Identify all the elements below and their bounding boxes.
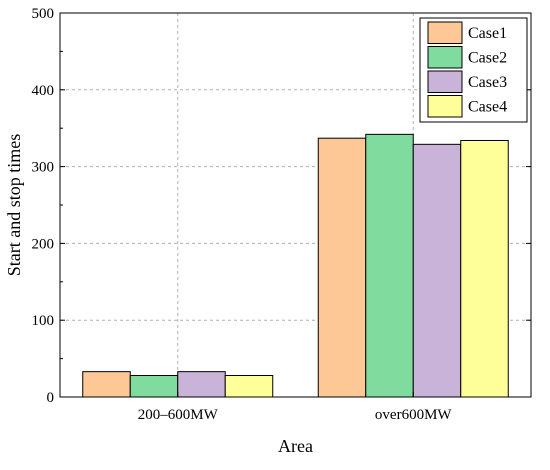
bar-case1-2 <box>317 137 367 398</box>
legend-swatch-case1 <box>427 21 463 44</box>
legend-swatch-case2 <box>427 46 463 69</box>
x-tick-label: over600MW <box>375 407 452 423</box>
bar-case2-2 <box>365 133 414 398</box>
y-tick-label: 500 <box>32 6 55 22</box>
bars <box>82 133 509 398</box>
y-tick-label: 0 <box>47 390 55 406</box>
bar-case2-1 <box>129 374 179 398</box>
bar-case4-2 <box>460 139 509 398</box>
legend-swatch-case3 <box>427 70 463 93</box>
y-axis-title: Start and stop times <box>4 134 24 277</box>
y-tick-label: 300 <box>32 160 55 176</box>
x-tick-label: 200–600MW <box>138 407 219 423</box>
legend-label-case1: Case1 <box>468 25 507 42</box>
bar-case3-2 <box>412 143 462 398</box>
legend: Case1 Case2 Case3 Case4 <box>419 17 528 123</box>
y-tick-label: 100 <box>32 313 55 329</box>
bar-case4-1 <box>224 374 274 398</box>
x-axis: 200–600MW over600MW <box>138 392 452 423</box>
bar-case3-1 <box>177 371 226 398</box>
x-axis-title: Area <box>278 436 313 456</box>
y-axis: 0 100 200 300 400 500 <box>32 6 531 406</box>
legend-label-case4: Case4 <box>468 99 507 116</box>
y-tick-label: 200 <box>32 236 55 252</box>
legend-swatch-case4 <box>427 95 463 118</box>
y-tick-label: 400 <box>32 83 55 99</box>
legend-label-case2: Case2 <box>468 50 507 67</box>
legend-label-case3: Case3 <box>468 74 507 91</box>
bar-case1-1 <box>82 371 131 398</box>
